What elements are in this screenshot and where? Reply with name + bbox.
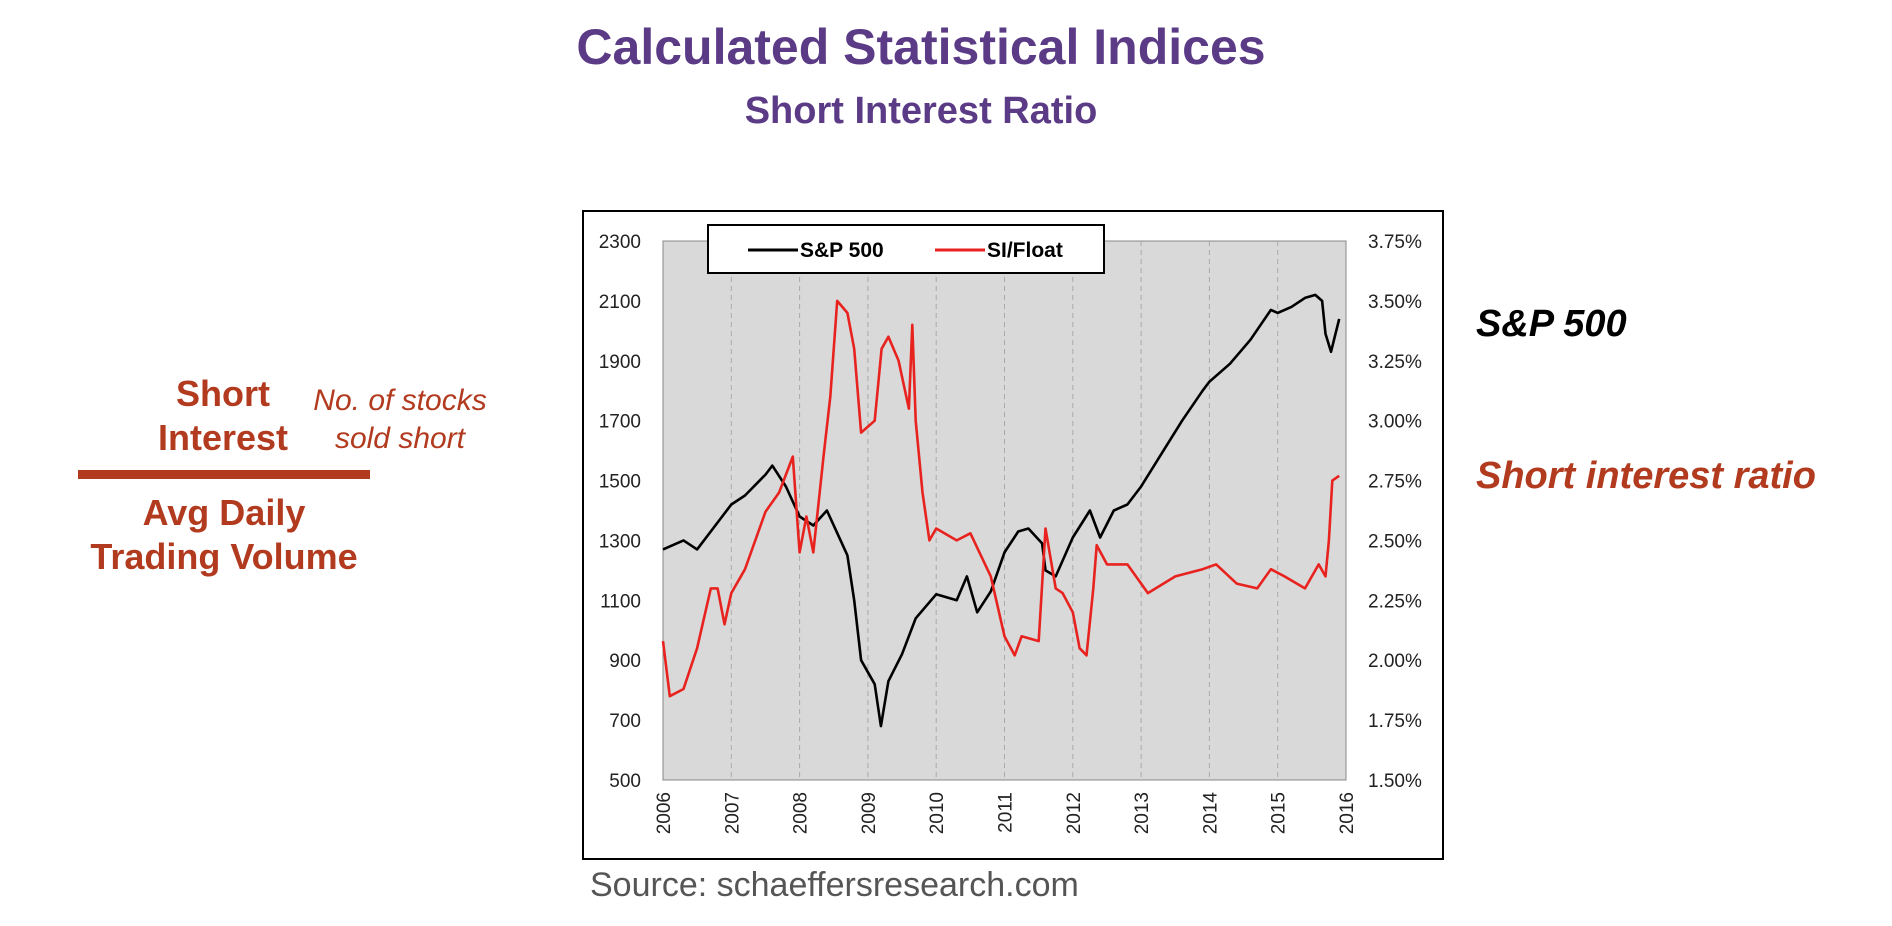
left-tick-label: 2300: [599, 232, 641, 253]
x-tick-label: 2012: [1064, 792, 1085, 834]
left-tick-label: 2100: [599, 292, 641, 313]
page-title: Calculated Statistical Indices: [576, 19, 1266, 75]
x-axis-ticks: 2006 2007 2008 2009 2010 2011 2012 2013 2014 2015…: [654, 792, 1358, 835]
sp500-side-label: S&P 500: [1476, 303, 1627, 345]
right-tick-label: 3.00%: [1368, 412, 1422, 433]
right-tick-label: 3.50%: [1368, 292, 1422, 313]
series-lines: [661, 293, 1341, 728]
right-tick-label: 3.75%: [1368, 232, 1422, 253]
source-note: Source: schaeffersresearch.com: [590, 866, 1079, 904]
x-tick-label: 2008: [791, 792, 812, 834]
right-tick-label: 2.75%: [1368, 472, 1422, 493]
x-tick-label: 2006: [654, 792, 675, 834]
x-tick-label: 2016: [1337, 792, 1358, 834]
right-tick-label: 3.25%: [1368, 352, 1422, 373]
left-tick-label: 1700: [599, 412, 641, 433]
left-tick-label: 1300: [599, 531, 641, 552]
formula-numerator-note: No. of stocks sold short: [313, 384, 487, 455]
page-subtitle: Short Interest Ratio: [744, 90, 1098, 132]
sifloat-line: [661, 299, 1340, 698]
x-tick-label: 2013: [1132, 792, 1153, 834]
legend-sp500-label: S&P 500: [800, 239, 884, 262]
formula-fraction-bar: [78, 470, 370, 479]
short-interest-ratio-side-label: Short interest ratio: [1476, 455, 1816, 497]
x-tick-label: 2010: [927, 792, 948, 834]
right-tick-label: 1.50%: [1368, 771, 1422, 792]
right-tick-label: 2.00%: [1368, 651, 1422, 672]
left-tick-label: 500: [609, 771, 641, 792]
x-tick-label: 2011: [996, 792, 1017, 833]
left-tick-label: 1500: [599, 472, 641, 493]
formula-numerator: Short Interest: [157, 373, 289, 458]
left-tick-label: 900: [609, 651, 641, 672]
legend-sifloat-label: SI/Float: [987, 239, 1063, 262]
right-tick-label: 2.50%: [1368, 531, 1422, 552]
formula-denominator: Avg Daily Trading Volume: [90, 492, 358, 577]
left-tick-label: 700: [609, 711, 641, 732]
left-tick-label: 1900: [599, 352, 641, 373]
left-axis-ticks: 2300 2100 1900 1700 1500 1300 1100 900 700 500: [599, 232, 641, 792]
chart-legend: S&P 500 SI/Float: [707, 224, 1105, 274]
right-tick-label: 1.75%: [1368, 711, 1422, 732]
right-tick-label: 2.25%: [1368, 591, 1422, 612]
x-tick-label: 2014: [1200, 792, 1221, 835]
x-tick-label: 2015: [1269, 792, 1290, 834]
left-tick-label: 1100: [600, 591, 641, 612]
plot-area: [662, 240, 1347, 781]
right-axis-ticks: 3.75% 3.50% 3.25% 3.00% 2.75% 2.50% 2.25% 2.00%…: [1368, 232, 1422, 792]
x-tick-label: 2009: [859, 792, 880, 834]
x-tick-label: 2007: [722, 792, 743, 834]
